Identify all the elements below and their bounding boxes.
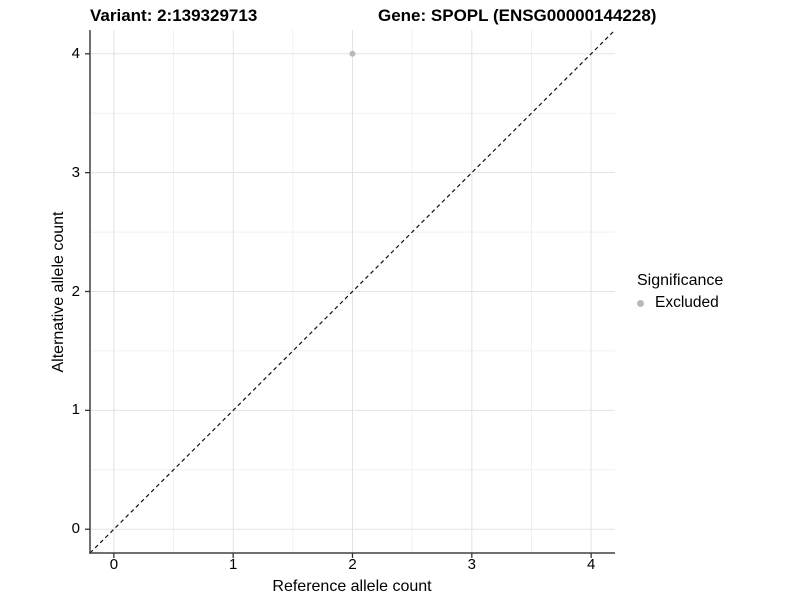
y-tick-label: 3 <box>71 163 80 181</box>
y-tick-label: 0 <box>71 520 80 538</box>
identity-reference-line <box>89 29 616 554</box>
x-tick-label: 0 <box>109 556 119 573</box>
y-tick-label: 2 <box>71 282 80 300</box>
legend: Significance Excluded <box>637 272 723 312</box>
y-tick-label: 4 <box>71 44 80 62</box>
x-axis-title: Reference allele count <box>272 578 432 595</box>
y-tick-label: 1 <box>71 401 80 419</box>
gene-title: Gene: SPOPL (ENSG00000144228) <box>378 6 657 25</box>
variant-title: Variant: 2:139329713 <box>90 6 258 25</box>
x-tick-label: 4 <box>586 556 596 573</box>
legend-items: Excluded <box>637 294 723 312</box>
x-tick-label: 1 <box>229 556 238 573</box>
legend-marker-circle-icon <box>637 299 644 307</box>
x-tick-label: 2 <box>348 556 357 573</box>
x-tick-label: 3 <box>467 556 476 573</box>
data-point <box>349 50 356 57</box>
legend-item-label: Excluded <box>655 294 719 311</box>
legend-title: Significance <box>637 272 724 289</box>
legend-item: Excluded <box>637 294 723 312</box>
